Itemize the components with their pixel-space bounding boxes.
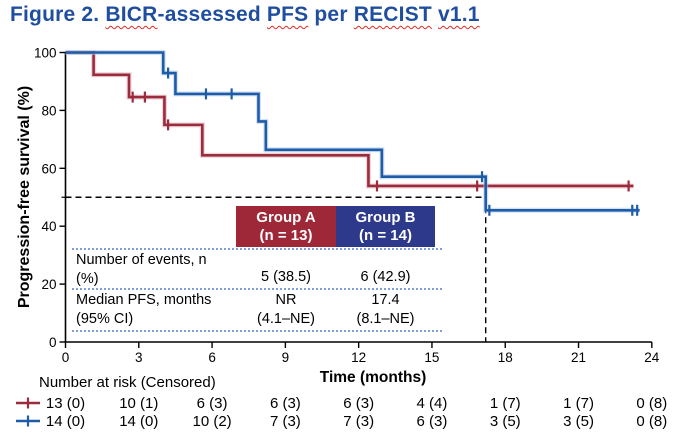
- group-a-n: (n = 13): [259, 227, 313, 244]
- risk-value: 6 (3): [416, 413, 448, 430]
- km-curve-halo-group-a: [65, 50, 634, 189]
- events-row-label-line2: (%): [76, 270, 99, 287]
- events-value-group-a: 5 (38.5): [261, 269, 311, 285]
- risk-value: 3 (5): [489, 413, 521, 430]
- risk-value: 14 (0): [119, 413, 159, 430]
- median-value-group-a: NR (4.1–NE): [236, 291, 336, 328]
- events-value-group-b: 6 (42.9): [360, 269, 411, 285]
- title-segment: Figure 2.: [10, 3, 106, 26]
- x-tick-label: 21: [571, 350, 586, 365]
- risk-value: 7 (3): [269, 413, 301, 430]
- median-group-a-value: NR: [275, 292, 297, 308]
- risk-value: 1 (7): [489, 395, 521, 412]
- risk-value: 6 (3): [269, 395, 301, 412]
- risk-value: 0 (8): [636, 413, 668, 430]
- risk-value: 6 (3): [343, 395, 375, 412]
- group-b-n: (n = 14): [359, 227, 412, 244]
- risk-value: 6 (3): [196, 395, 228, 412]
- events-row-label: Number of events, n (%): [76, 251, 207, 288]
- dotted-separator: [72, 288, 442, 290]
- title-segment-misspelled-pfs: PFS: [266, 3, 309, 26]
- figure-title: Figure 2. BICR-assessed PFS per RECIST v…: [10, 3, 480, 27]
- events-row-label-line1: Number of events, n: [76, 252, 207, 268]
- y-axis-label: Progression-free survival (%): [16, 85, 33, 309]
- risk-value: 7 (3): [343, 413, 375, 430]
- y-tick-label: 20: [41, 277, 56, 292]
- x-tick-label: 6: [208, 350, 216, 365]
- median-row-label: Median PFS, months (95% CI): [76, 291, 211, 328]
- risk-value: 4 (4): [416, 395, 448, 412]
- x-tick-label: 18: [498, 350, 513, 365]
- median-value-group-b: 17.4 (8.1–NE): [336, 291, 435, 328]
- median-group-a-ci: (4.1–NE): [256, 310, 316, 327]
- x-axis-label: Time (months): [319, 369, 427, 386]
- km-curve-group-a: [65, 51, 634, 188]
- risk-table-heading: Number at risk (Censored): [39, 374, 216, 391]
- x-tick-label: 3: [135, 350, 143, 365]
- median-row-label-line1: Median PFS, months: [76, 292, 212, 308]
- group-b-header: Group B (n = 14): [336, 206, 435, 247]
- group-a-header: Group A (n = 13): [236, 206, 336, 247]
- risk-value: 3 (5): [563, 413, 594, 430]
- risk-value: 10 (1): [119, 395, 159, 412]
- dotted-separator: [72, 330, 442, 332]
- dotted-separator: [72, 248, 442, 250]
- title-segment: -assessed: [157, 3, 267, 26]
- title-segment-misspelled-bicr: BICR: [105, 3, 158, 26]
- risk-value: 14 (0): [45, 413, 86, 430]
- y-tick-label: 40: [41, 219, 56, 234]
- x-tick-label: 9: [282, 350, 290, 365]
- risk-row-group-a: 13 (0) 10 (1) 6 (3) 6 (3) 6 (3) 4 (4) 1 (7) 1 (…: [0, 395, 679, 412]
- x-tick-label: 0: [62, 350, 70, 365]
- x-tick-label: 15: [424, 350, 439, 365]
- median-row-label-line2: (95% CI): [76, 310, 134, 327]
- y-tick-label: 100: [34, 46, 57, 61]
- x-tick-label: 12: [351, 350, 366, 365]
- median-group-b-ci: (8.1–NE): [356, 310, 415, 327]
- km-curve-group-b: [65, 51, 640, 212]
- risk-value: 0 (8): [636, 395, 668, 412]
- censor-marker-group-a: [16, 397, 40, 409]
- title-segment: per: [308, 3, 354, 26]
- y-tick-label: 0: [49, 335, 57, 350]
- risk-row-group-b: 14 (0) 14 (0) 10 (2) 7 (3) 7 (3) 6 (3) 3 (5) 3 …: [0, 413, 679, 430]
- x-tick-label: 24: [644, 350, 660, 365]
- risk-value: 1 (7): [563, 395, 594, 412]
- group-b-name: Group B: [355, 209, 416, 226]
- risk-value: 10 (2): [192, 413, 232, 430]
- censor-marker-group-b: [16, 415, 40, 427]
- median-group-b-value: 17.4: [371, 292, 400, 308]
- y-tick-label: 80: [41, 103, 56, 118]
- risk-value: 13 (0): [45, 395, 86, 412]
- title-segment-misspelled-recist: RECIST: [353, 3, 432, 26]
- group-a-name: Group A: [256, 209, 316, 226]
- y-tick-label: 60: [41, 161, 56, 176]
- title-segment-misspelled-v11: v1.1: [438, 3, 480, 26]
